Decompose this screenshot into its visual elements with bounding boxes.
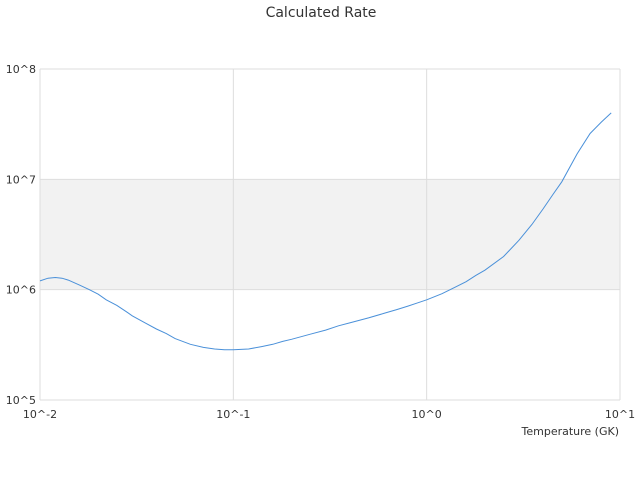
grid-lines	[39, 68, 621, 401]
x-tick-label: 10^-2	[23, 408, 57, 421]
shaded-band	[40, 179, 620, 290]
y-tick-label: 10^7	[6, 173, 36, 186]
x-axis-label: Temperature (GK)	[521, 425, 620, 438]
x-tick-label: 10^-1	[216, 408, 250, 421]
y-tick-label: 10^8	[6, 63, 36, 76]
chart-title: Calculated Rate	[266, 5, 377, 21]
x-axis-ticks: 10^-2 10^-1 10^0 10^1	[23, 408, 635, 421]
y-axis-ticks: 10^5 10^6 10^7 10^8	[6, 63, 36, 407]
x-tick-label: 10^1	[605, 408, 635, 421]
series-line	[39, 112, 612, 351]
y-tick-label: 10^6	[6, 284, 36, 297]
x-tick-label: 10^0	[412, 408, 442, 421]
y-tick-label: 10^5	[6, 394, 36, 407]
